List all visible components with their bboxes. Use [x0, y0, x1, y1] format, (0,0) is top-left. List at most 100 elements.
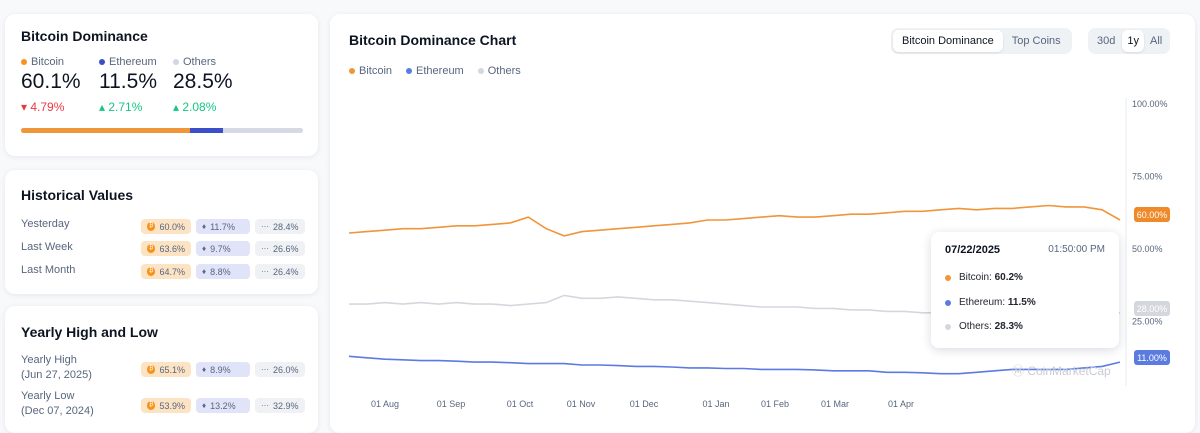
y-tick-label: 25.00%	[1132, 317, 1163, 327]
others-label: Others	[183, 56, 217, 68]
eth-change: 2.71%	[108, 100, 143, 114]
eth-value: 9.7%	[210, 243, 231, 254]
others-icon: ···	[261, 244, 269, 253]
range-30d-button[interactable]: 30d	[1097, 35, 1116, 47]
ethereum-dot-icon	[99, 59, 105, 65]
bitcoin-dot-icon	[945, 274, 951, 281]
bitcoin-dot-icon	[21, 59, 27, 65]
btc-value: 60.1%	[21, 70, 81, 93]
yearly-row-label: Yearly Low (Dec 07, 2024)	[21, 389, 94, 419]
bitcoin-icon: ₿	[147, 244, 156, 253]
others-dot-icon	[477, 68, 484, 74]
coinmarketcap-logo-icon: Ⓜ	[1012, 364, 1028, 378]
ethereum-dot-icon	[406, 68, 413, 74]
historical-row-label: Last Week	[21, 241, 73, 253]
btc-value: 63.6%	[159, 243, 185, 254]
btc-value: 53.9%	[159, 400, 185, 411]
chart-title: Bitcoin Dominance Chart	[349, 32, 517, 48]
others-change: 2.08%	[182, 100, 217, 114]
dominance-bar-btc	[21, 128, 191, 133]
range-group: 30d 1y All	[1088, 28, 1171, 54]
ethereum-icon: ♦	[202, 222, 207, 231]
dominance-chart[interactable]: 100.00% 75.00% 50.00% 25.00% 01 Aug 01 Sep 01…	[330, 14, 1195, 433]
watermark: Ⓜ CoinMarketCap	[1012, 362, 1111, 379]
tooltip-value: 60.2%	[994, 272, 1023, 283]
dominance-title: Bitcoin Dominance	[21, 28, 148, 44]
x-tick-label: 01 Feb	[761, 399, 789, 409]
y-tick-label: 50.00%	[1132, 244, 1163, 254]
others-icon: ···	[261, 401, 269, 410]
eth-value: 8.9%	[210, 364, 231, 375]
historical-row-values: ₿ 60.0% ♦ 11.7% ··· 28.4%	[141, 219, 305, 234]
yearly-high-date: (Jun 27, 2025)	[21, 369, 92, 381]
bitcoin-icon: ₿	[147, 401, 156, 410]
others-value: 26.6%	[273, 243, 299, 254]
x-tick-label: 01 Mar	[821, 399, 849, 409]
ethereum-icon: ♦	[202, 244, 207, 253]
eth-label: Ethereum	[109, 56, 157, 68]
tooltip-row-bitcoin: Bitcoin: 60.2%	[945, 272, 1023, 283]
bitcoin-icon: ₿	[147, 267, 156, 276]
tooltip-label: Ethereum:	[959, 297, 1006, 308]
eth-value: 11.7%	[210, 221, 235, 232]
dominance-others: Others 28.5% ▴ 2.08%	[173, 56, 233, 114]
historical-row-label: Last Month	[21, 264, 76, 276]
eth-value: 13.2%	[210, 400, 236, 411]
dominance-btc: Bitcoin 60.1% ▾ 4.79%	[21, 56, 81, 114]
legend-others: Others	[487, 65, 521, 77]
caret-up-icon: ▴	[99, 100, 109, 114]
yearly-low-label: Yearly Low	[21, 390, 75, 402]
btc-value: 60.0%	[159, 221, 185, 232]
dominance-card: Bitcoin Dominance Bitcoin 60.1% ▾ 4.79% …	[5, 14, 318, 156]
yearly-card: Yearly High and Low Yearly High (Jun 27, …	[5, 306, 318, 433]
yearly-row-values: ₿ 53.9% ♦ 13.2% ··· 32.9%	[141, 398, 305, 413]
tooltip-row-ethereum: Ethereum: 11.5%	[945, 297, 1036, 308]
range-all-button[interactable]: All	[1149, 35, 1163, 47]
others-dot-icon	[173, 59, 179, 65]
tooltip-row-others: Others: 28.3%	[945, 321, 1023, 332]
dominance-eth: Ethereum 11.5% ▴ 2.71%	[99, 56, 157, 114]
others-current-tag: 28.00%	[1134, 301, 1170, 316]
tooltip-value: 28.3%	[994, 321, 1023, 332]
x-tick-label: 01 Sep	[437, 399, 466, 409]
dominance-bar	[21, 128, 303, 133]
btc-change: 4.79%	[30, 100, 65, 114]
historical-card: Historical Values Yesterday ₿ 60.0% ♦ 11.7…	[5, 170, 318, 294]
range-1y-button[interactable]: 1y	[1122, 30, 1144, 52]
dominance-bar-others	[222, 128, 303, 133]
btc-value: 65.1%	[159, 364, 185, 375]
tooltip-label: Bitcoin:	[959, 272, 992, 283]
others-value: 28.4%	[273, 221, 299, 232]
yearly-low-date: (Dec 07, 2024)	[21, 405, 94, 417]
x-tick-label: 01 Aug	[371, 399, 399, 409]
yearly-row-label: Yearly High (Jun 27, 2025)	[21, 353, 92, 383]
yearly-high-label: Yearly High	[21, 354, 77, 366]
tooltip-date: 07/22/2025	[945, 244, 1001, 256]
others-value: 26.4%	[273, 266, 299, 277]
x-tick-label: 01 Dec	[630, 399, 659, 409]
btc-value: 64.7%	[159, 266, 185, 277]
dominance-bar-eth	[190, 128, 223, 133]
tooltip-label: Others:	[959, 321, 992, 332]
ethereum-current-tag: 11.00%	[1134, 350, 1170, 365]
bitcoin-icon: ₿	[147, 222, 156, 231]
watermark-text: CoinMarketCap	[1027, 364, 1111, 378]
legend-bitcoin: Bitcoin	[359, 65, 393, 77]
others-value: 26.0%	[273, 364, 299, 375]
eth-value: 8.8%	[210, 266, 231, 277]
eth-value: 11.5%	[99, 70, 157, 93]
btc-label: Bitcoin	[31, 56, 65, 68]
chart-tooltip: 07/22/2025 01:50:00 PM Bitcoin: 60.2% Et…	[931, 232, 1119, 348]
others-icon: ···	[261, 365, 269, 374]
others-icon: ···	[261, 222, 269, 231]
ethereum-icon: ♦	[202, 401, 207, 410]
chart-card: Bitcoin Dominance Chart Bitcoin Dominanc…	[330, 14, 1195, 433]
x-tick-label: 01 Oct	[507, 399, 534, 409]
bitcoin-icon: ₿	[147, 365, 156, 374]
chart-legend: Bitcoin Ethereum Others	[349, 65, 521, 77]
tab-top-coins[interactable]: Top Coins	[1011, 35, 1061, 47]
yearly-title: Yearly High and Low	[21, 324, 158, 340]
tab-bitcoin-dominance[interactable]: Bitcoin Dominance	[893, 30, 1003, 52]
ethereum-icon: ♦	[202, 365, 207, 374]
bitcoin-dot-icon	[349, 68, 355, 74]
